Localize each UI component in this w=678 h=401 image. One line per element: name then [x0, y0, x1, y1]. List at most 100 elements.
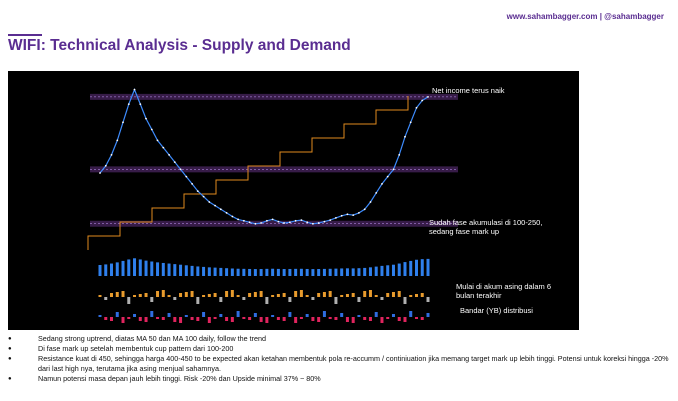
- price-point: [133, 88, 136, 91]
- foreign-flow-panel: [98, 290, 430, 304]
- volume-panel: [98, 258, 430, 276]
- site-url[interactable]: www.sahambagger.com | @sahambagger: [506, 12, 664, 21]
- price-point: [404, 135, 406, 138]
- price-point: [173, 161, 176, 163]
- volume-bar: [144, 260, 148, 276]
- broker-flow-bar: [426, 313, 430, 317]
- price-point: [271, 218, 274, 221]
- broker-flow-bar: [368, 317, 372, 321]
- foreign-flow-bar: [219, 297, 223, 302]
- price-point: [392, 168, 395, 171]
- supply-zones: [90, 93, 458, 227]
- price-point: [248, 221, 251, 224]
- broker-flow-bar: [144, 317, 148, 322]
- volume-bar: [363, 267, 367, 276]
- broker-flow-bar: [167, 313, 171, 317]
- volume-bar: [253, 269, 257, 276]
- price-point: [110, 154, 113, 156]
- price-point: [225, 212, 228, 214]
- broker-flow-bar: [173, 317, 177, 322]
- price-point: [300, 219, 303, 222]
- volume-bar: [368, 267, 372, 276]
- volume-bar: [271, 268, 275, 276]
- broker-flow-bar: [156, 317, 160, 319]
- foreign-flow-bar: [409, 295, 413, 297]
- price-point: [381, 183, 383, 185]
- annotation-accumulation-line2: sedang fase mark up: [429, 226, 500, 236]
- foreign-flow-bar: [133, 295, 137, 297]
- broker-flow-bar: [196, 317, 200, 321]
- volume-bar: [426, 258, 430, 276]
- foreign-flow-bar: [317, 293, 321, 297]
- net-income-line: [87, 96, 409, 250]
- price-point: [254, 222, 257, 225]
- price-point: [346, 213, 349, 216]
- foreign-flow-bar: [397, 291, 401, 297]
- foreign-flow-bar: [225, 291, 229, 297]
- volume-bar: [115, 262, 119, 276]
- broker-flow-bar: [374, 312, 378, 317]
- volume-bar: [403, 262, 407, 276]
- foreign-flow-bar: [207, 294, 211, 297]
- foreign-flow-bar: [391, 292, 395, 297]
- price-point: [231, 215, 234, 218]
- volume-bar: [299, 268, 303, 276]
- foreign-flow-bar: [299, 290, 303, 297]
- price-point: [116, 139, 119, 142]
- price-point: [409, 121, 412, 124]
- volume-bar: [98, 265, 102, 276]
- broker-flow-bar: [322, 311, 326, 317]
- price-point: [329, 219, 332, 222]
- volume-bar: [219, 267, 223, 276]
- price-point: [317, 222, 320, 224]
- volume-bar: [386, 265, 390, 276]
- price-point: [283, 222, 285, 224]
- broker-flow-bar: [98, 315, 102, 317]
- annotation-foreign-line1: Mulai di akum asing dalam 6: [456, 282, 552, 291]
- foreign-flow-bar: [127, 297, 131, 304]
- broker-flow-bar: [150, 311, 154, 317]
- volume-bar: [340, 268, 344, 276]
- foreign-flow-bar: [380, 297, 384, 300]
- price-point: [421, 99, 424, 102]
- volume-bar: [380, 265, 384, 276]
- volume-bar: [409, 260, 413, 276]
- volume-bar: [322, 268, 326, 276]
- broker-flow-bar: [299, 317, 303, 319]
- price-point: [398, 154, 401, 156]
- price-point: [289, 221, 291, 224]
- price-point: [168, 154, 171, 156]
- foreign-flow-bar: [265, 297, 269, 304]
- broker-flow-bar: [225, 317, 229, 321]
- net-income-step: [87, 96, 409, 250]
- foreign-flow-bar: [115, 292, 119, 297]
- broker-flow-bar: [357, 315, 361, 317]
- broker-flow-bar: [397, 317, 401, 321]
- broker-flow-bar: [345, 317, 349, 322]
- foreign-flow-bar: [276, 294, 280, 297]
- foreign-flow-bar: [386, 293, 390, 297]
- price-point: [335, 217, 337, 219]
- price-point: [219, 208, 222, 211]
- foreign-flow-bar: [161, 290, 165, 297]
- foreign-flow-bar: [420, 293, 424, 297]
- price-point: [208, 201, 211, 203]
- page-title: WIFI: Technical Analysis - Supply and De…: [8, 37, 351, 54]
- volume-bar: [190, 265, 194, 276]
- price-point: [363, 208, 366, 211]
- foreign-flow-bar: [426, 297, 430, 302]
- foreign-flow-bar: [104, 297, 108, 300]
- broker-flow-bar: [271, 315, 275, 317]
- volume-bar: [230, 268, 234, 276]
- foreign-flow-bar: [351, 293, 355, 297]
- volume-bar: [294, 268, 298, 276]
- volume-bar: [374, 266, 378, 276]
- price-point: [427, 96, 429, 98]
- broker-flow-bar: [317, 317, 321, 322]
- foreign-flow-bar: [173, 297, 177, 300]
- foreign-flow-bar: [242, 297, 246, 300]
- foreign-flow-bar: [357, 297, 361, 302]
- broker-flow-bar: [133, 314, 137, 317]
- broker-flow-bar: [242, 317, 246, 319]
- foreign-flow-bar: [311, 297, 315, 300]
